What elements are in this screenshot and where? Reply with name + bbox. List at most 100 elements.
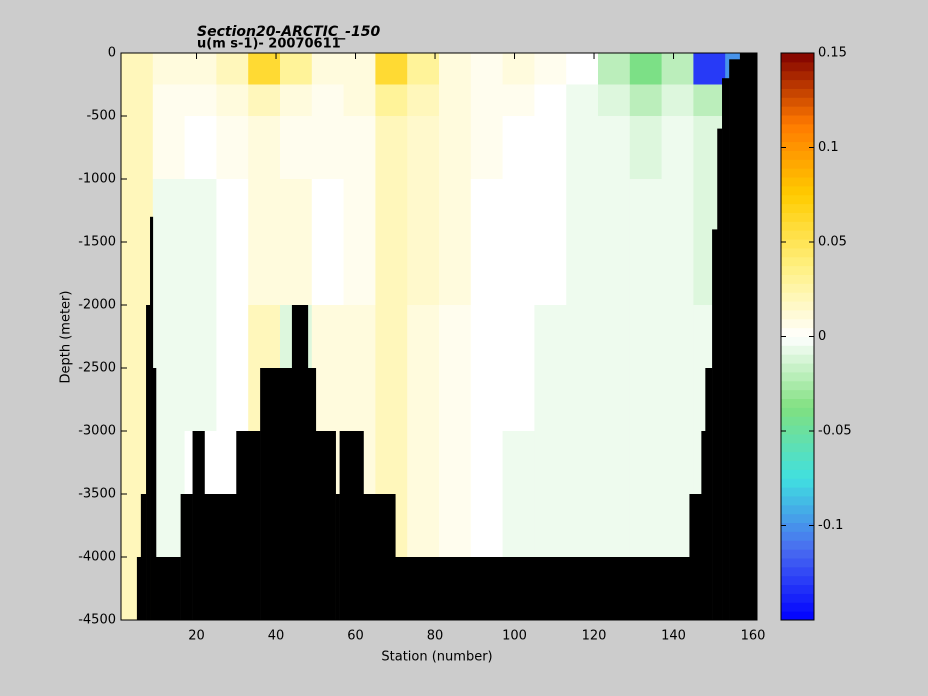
heatmap-cell <box>661 53 694 85</box>
colorbar-swatch <box>781 504 814 515</box>
heatmap-cell <box>311 179 345 306</box>
heatmap-cell <box>566 84 599 117</box>
heatmap-cell <box>407 116 440 180</box>
seafloor <box>689 494 702 620</box>
x-axis-label: Station (number) <box>381 650 492 665</box>
heatmap-cell <box>661 305 694 432</box>
seafloor <box>712 229 718 620</box>
heatmap-cell <box>566 53 599 85</box>
heatmap-cell <box>248 179 281 306</box>
x-tick-label: 80 <box>427 629 444 644</box>
colorbar-tick-label: 0 <box>818 329 826 344</box>
colorbar-swatch <box>781 371 814 382</box>
y-tick-label: -500 <box>86 109 116 124</box>
heatmap-cell <box>470 179 504 306</box>
colorbar-swatch <box>781 230 814 240</box>
heatmap-cell <box>598 53 631 85</box>
heatmap-cell <box>407 53 440 85</box>
heatmap-cell <box>152 116 186 180</box>
colorbar-swatch <box>781 593 814 603</box>
seafloor <box>291 305 309 620</box>
colorbar-swatch <box>781 469 814 479</box>
y-axis-label: Depth (meter) <box>59 291 74 384</box>
y-tick-label: -1500 <box>78 235 116 250</box>
plot-frame <box>120 52 758 621</box>
colorbar-swatch <box>781 301 814 311</box>
heatmap-cell <box>184 305 217 432</box>
seafloor <box>701 431 706 620</box>
colorbar-swatch <box>781 487 814 497</box>
seafloor <box>150 216 154 621</box>
colorbar-swatch <box>781 70 814 81</box>
heatmap-cell <box>216 84 249 117</box>
y-tick-label: -4000 <box>78 550 116 565</box>
seafloor <box>395 557 690 620</box>
colorbar-swatch <box>781 185 814 196</box>
heatmap-cell <box>470 84 504 117</box>
seafloor <box>307 368 317 620</box>
heatmap-cell <box>534 305 567 432</box>
colorbar-swatch <box>781 88 814 98</box>
colorbar-swatch <box>781 611 814 621</box>
colorbar-swatch <box>781 274 814 284</box>
colorbar-swatch <box>781 336 814 346</box>
heatmap-cell <box>534 179 567 306</box>
colorbar-swatch <box>781 318 814 329</box>
colorbar-swatch <box>781 203 814 213</box>
heatmap-cell <box>311 305 345 432</box>
colorbar-swatch <box>781 513 814 524</box>
seafloor <box>180 494 193 620</box>
colorbar-swatch <box>781 115 814 125</box>
heatmap-cell <box>343 116 376 180</box>
colorbar-swatch <box>781 327 814 337</box>
colorbar-swatch <box>781 79 814 89</box>
heatmap-cell <box>439 305 472 432</box>
seafloor <box>729 59 741 621</box>
heatmap-cell <box>248 53 281 85</box>
heatmap-cell <box>629 116 663 180</box>
colorbar-swatch <box>781 168 814 178</box>
seafloor <box>192 431 205 620</box>
seafloor <box>236 431 261 620</box>
chart-title: Section20-ARCTIC_-150 <box>197 24 380 40</box>
colorbar-swatch <box>781 239 814 249</box>
heatmap-cell <box>375 53 408 85</box>
heatmap-cell <box>248 116 281 180</box>
x-tick-label: 60 <box>347 629 364 644</box>
seafloor <box>140 494 147 620</box>
colorbar-swatch <box>781 495 814 506</box>
heatmap-cell <box>152 53 186 85</box>
x-tick-label: 140 <box>661 629 686 644</box>
heatmap-cell <box>375 84 408 117</box>
colorbar-swatch <box>781 425 814 435</box>
colorbar-swatch <box>781 106 814 116</box>
heatmap-cell <box>152 84 186 117</box>
heatmap-cell <box>661 179 694 306</box>
heatmap-cell <box>280 116 313 180</box>
seafloor <box>722 78 730 620</box>
y-tick-label: 0 <box>108 46 116 61</box>
heatmap-cell <box>534 84 567 117</box>
colorbar-tick-label: 0.05 <box>818 235 847 250</box>
seafloor <box>155 557 181 620</box>
seafloor <box>363 494 396 620</box>
colorbar-swatch <box>781 221 814 231</box>
colorbar-swatch <box>781 451 814 462</box>
x-tick-label: 120 <box>582 629 607 644</box>
x-tick-label: 40 <box>268 629 285 644</box>
heatmap-cell <box>502 116 535 180</box>
x-tick-label: 20 <box>188 629 205 644</box>
heatmap-cell <box>693 53 726 85</box>
heatmap-cell <box>470 116 504 180</box>
heatmap-cell <box>184 53 217 85</box>
colorbar-swatch <box>781 150 814 160</box>
heatmap-cell <box>598 305 631 432</box>
heatmap-cell <box>184 84 217 117</box>
heatmap-cell <box>629 305 663 432</box>
colorbar-swatch <box>781 575 814 586</box>
heatmap-cell <box>343 305 376 432</box>
colorbar-swatch <box>781 97 814 107</box>
y-tick-label: -2500 <box>78 361 116 376</box>
heatmap-cell <box>343 53 376 85</box>
